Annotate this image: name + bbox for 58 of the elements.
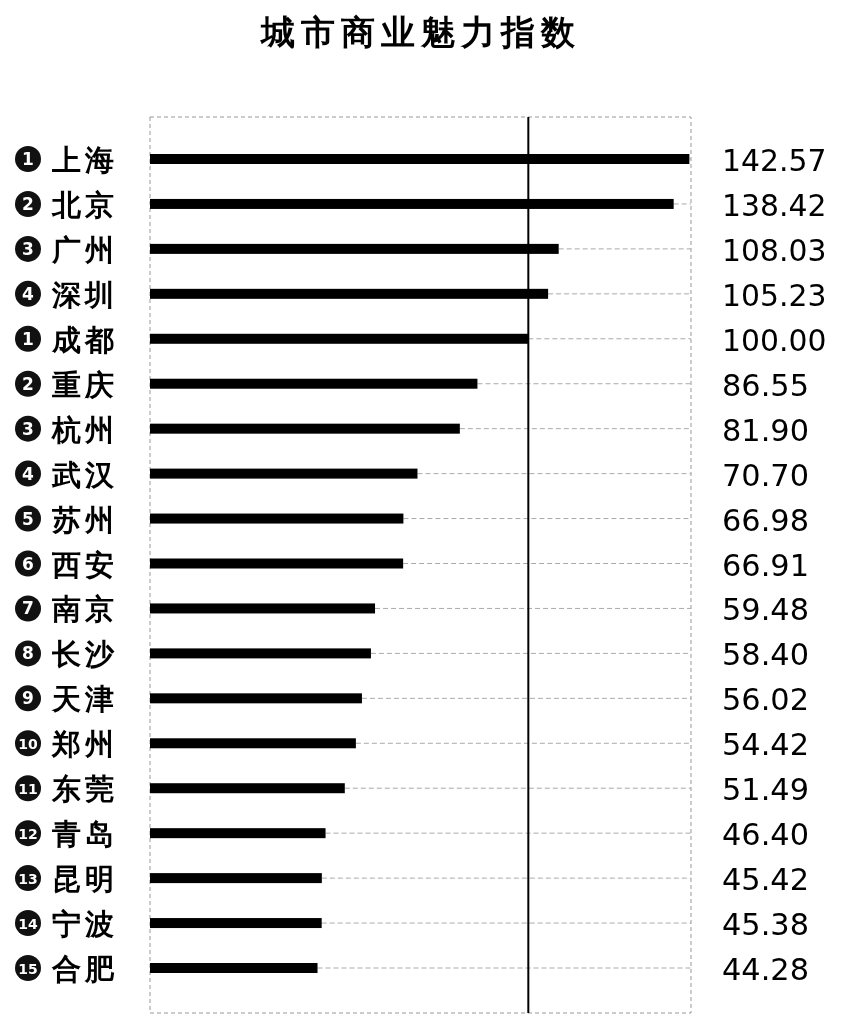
value-label: 105.23	[722, 277, 827, 313]
category: 宁波	[52, 907, 118, 942]
category: 北京	[52, 187, 118, 222]
category: 上海	[52, 143, 118, 177]
category: 天津	[52, 682, 118, 717]
category: 广州	[52, 232, 118, 267]
y-tick-label: 1 上海	[22, 143, 118, 177]
y-tick-label: 12 青岛	[18, 817, 118, 852]
category: 苏州	[52, 502, 118, 537]
value-label: 54.42	[722, 727, 808, 763]
category: 合肥	[52, 952, 118, 986]
category: 成都	[52, 322, 118, 357]
value-label: 66.98	[722, 502, 808, 538]
y-tick-label: 3 广州	[22, 232, 118, 267]
y-tick-label: 8 长沙	[22, 637, 118, 672]
value-label: 142.57	[722, 143, 827, 178]
category: 南京	[52, 592, 118, 627]
y-tick-label: 2 重庆	[22, 367, 118, 402]
value-label: 86.55	[722, 367, 808, 403]
y-tick-label: 1 成都	[22, 322, 118, 357]
value-label: 100.00	[722, 322, 827, 358]
category: 青岛	[52, 817, 118, 852]
value-label: 81.90	[722, 412, 808, 448]
category: 东莞	[52, 772, 118, 807]
category: 长沙	[52, 637, 118, 672]
category: 深圳	[52, 277, 118, 312]
y-tick-label: 7 南京	[22, 592, 118, 627]
y-tick-label: 9 天津	[22, 682, 118, 717]
y-tick-label: 5 苏州	[22, 502, 118, 537]
y-tick-label: 14 宁波	[18, 907, 118, 942]
value-label: 66.91	[722, 547, 808, 583]
value-label: 58.40	[722, 637, 808, 673]
value-label: 70.70	[722, 457, 808, 493]
value-label: 45.38	[722, 907, 808, 943]
y-tick-label: 10 郑州	[18, 727, 118, 762]
category: 郑州	[52, 727, 118, 762]
category: 杭州	[52, 412, 118, 447]
value-label: 108.03	[722, 232, 827, 268]
value-label: 45.42	[722, 862, 808, 898]
value-label: 138.42	[722, 187, 827, 223]
y-tick-label: 11 东莞	[18, 772, 118, 807]
value-label: 51.49	[722, 772, 808, 808]
y-tick-label: 4 武汉	[22, 457, 118, 492]
title: 城市商业魅力指数	[261, 12, 581, 52]
category: 西安	[52, 547, 118, 582]
category: 重庆	[52, 367, 118, 402]
value-label: 46.40	[722, 817, 808, 853]
y-tick-label: 6 西安	[22, 547, 118, 582]
category: 武汉	[52, 457, 118, 492]
y-tick-label: 2 北京	[22, 187, 118, 222]
y-tick-label: 3 杭州	[22, 412, 118, 447]
y-tick-label: 4 深圳	[22, 277, 118, 312]
value-label: 56.02	[722, 682, 808, 718]
category: 昆明	[52, 862, 118, 897]
value-label: 59.48	[722, 592, 808, 628]
value-label: 44.28	[722, 952, 808, 987]
y-tick-label: 15 合肥	[18, 952, 118, 986]
y-tick-label: 13 昆明	[18, 862, 118, 897]
